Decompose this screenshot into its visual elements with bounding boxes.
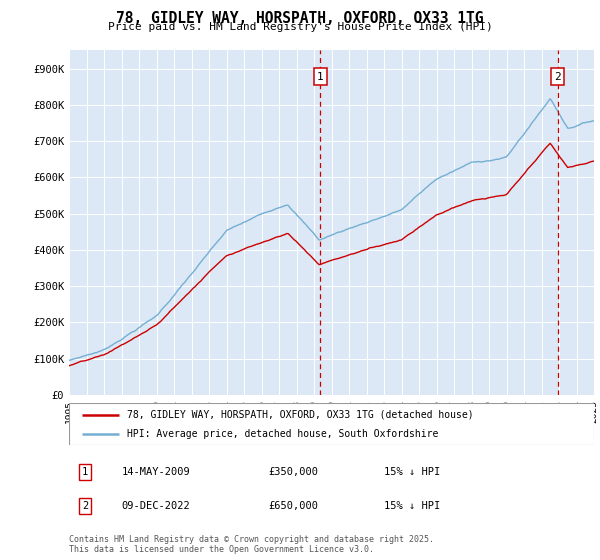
Text: 1: 1 [82,466,88,477]
Text: 15% ↓ HPI: 15% ↓ HPI [384,501,440,511]
Text: £350,000: £350,000 [269,466,319,477]
Text: 78, GIDLEY WAY, HORSPATH, OXFORD, OX33 1TG: 78, GIDLEY WAY, HORSPATH, OXFORD, OX33 1… [116,11,484,26]
Text: HPI: Average price, detached house, South Oxfordshire: HPI: Average price, detached house, Sout… [127,429,438,439]
Text: £650,000: £650,000 [269,501,319,511]
Text: 78, GIDLEY WAY, HORSPATH, OXFORD, OX33 1TG (detached house): 78, GIDLEY WAY, HORSPATH, OXFORD, OX33 1… [127,410,473,420]
Text: 2: 2 [554,72,562,82]
FancyBboxPatch shape [69,403,594,445]
Text: 14-MAY-2009: 14-MAY-2009 [121,466,190,477]
Text: Contains HM Land Registry data © Crown copyright and database right 2025.
This d: Contains HM Land Registry data © Crown c… [69,535,434,554]
Text: 1: 1 [317,72,324,82]
Text: Price paid vs. HM Land Registry's House Price Index (HPI): Price paid vs. HM Land Registry's House … [107,22,493,32]
Text: 15% ↓ HPI: 15% ↓ HPI [384,466,440,477]
Text: 2: 2 [82,501,88,511]
Text: 09-DEC-2022: 09-DEC-2022 [121,501,190,511]
